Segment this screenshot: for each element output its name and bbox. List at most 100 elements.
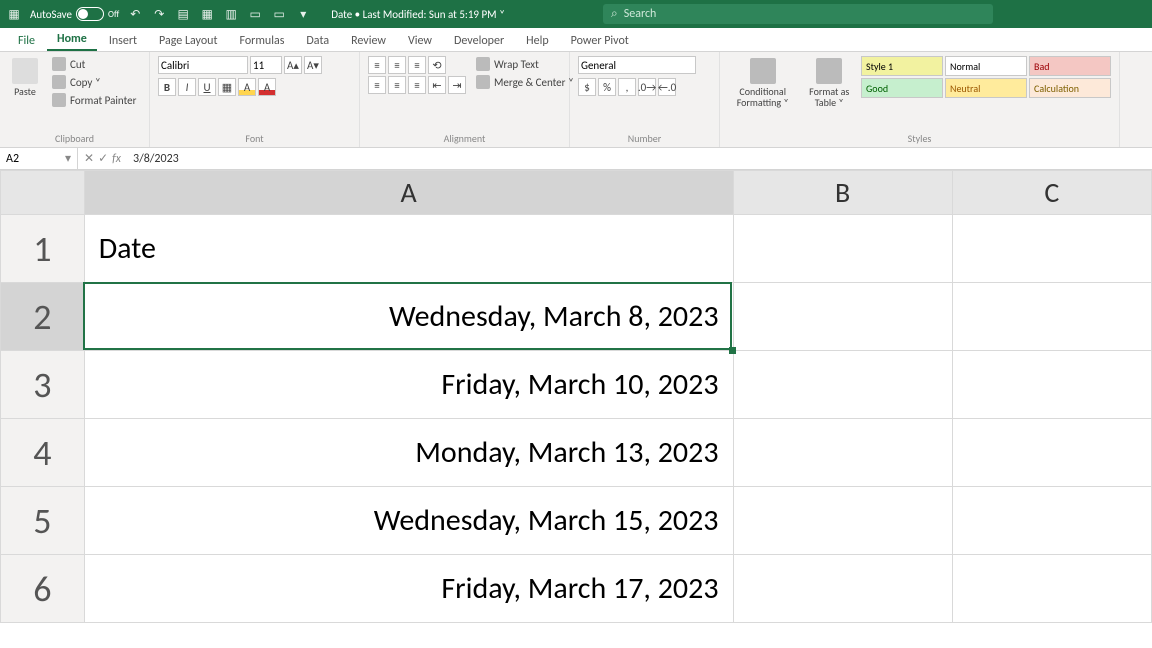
merge-center-button[interactable]: Merge & Center ˅ bbox=[472, 74, 578, 90]
tab-insert[interactable]: Insert bbox=[99, 30, 147, 51]
cell-A6[interactable]: Friday, March 17, 2023 bbox=[84, 555, 733, 623]
select-all-corner[interactable] bbox=[1, 171, 85, 215]
style-cell[interactable]: Good bbox=[861, 78, 943, 98]
column-header-C[interactable]: C bbox=[952, 171, 1151, 215]
align-left-button[interactable]: ≡ bbox=[368, 76, 386, 94]
cell-B3[interactable] bbox=[733, 351, 952, 419]
toggle-off-icon[interactable] bbox=[76, 7, 104, 21]
inc-decimal-button[interactable]: .0→ bbox=[638, 78, 656, 96]
group-label-clipboard: Clipboard bbox=[8, 132, 141, 147]
row-header-6[interactable]: 6 bbox=[1, 555, 85, 623]
cell-B6[interactable] bbox=[733, 555, 952, 623]
tab-view[interactable]: View bbox=[398, 30, 442, 51]
italic-button[interactable]: I bbox=[178, 78, 196, 96]
border-button[interactable]: ▦ bbox=[218, 78, 236, 96]
qat-icon-1[interactable]: ▤ bbox=[175, 6, 191, 22]
qat-icon-2[interactable]: ▦ bbox=[199, 6, 215, 22]
style-cell[interactable]: Bad bbox=[1029, 56, 1111, 76]
format-as-table-button[interactable]: Format as Table ˅ bbox=[803, 56, 855, 110]
qat-icon-4[interactable]: ▭ bbox=[247, 6, 263, 22]
underline-button[interactable]: U bbox=[198, 78, 216, 96]
cell-B5[interactable] bbox=[733, 487, 952, 555]
align-top-button[interactable]: ≡ bbox=[368, 56, 386, 74]
font-name-input[interactable] bbox=[158, 56, 248, 74]
cell-C1[interactable] bbox=[952, 215, 1151, 283]
qat-icon-3[interactable]: ▥ bbox=[223, 6, 239, 22]
cell-C3[interactable] bbox=[952, 351, 1151, 419]
align-center-button[interactable]: ≡ bbox=[388, 76, 406, 94]
tab-formulas[interactable]: Formulas bbox=[229, 30, 294, 51]
chevron-down-icon[interactable]: ▾ bbox=[65, 151, 71, 166]
tab-file[interactable]: File bbox=[8, 30, 45, 51]
percent-button[interactable]: % bbox=[598, 78, 616, 96]
tab-review[interactable]: Review bbox=[341, 30, 396, 51]
row-header-1[interactable]: 1 bbox=[1, 215, 85, 283]
qat-icon-5[interactable]: ▭ bbox=[271, 6, 287, 22]
redo-icon[interactable]: ↷ bbox=[151, 6, 167, 22]
row-header-2[interactable]: 2 bbox=[1, 283, 85, 351]
cell-styles-gallery[interactable]: Style 1NormalBad GoodNeutralCalculation bbox=[861, 56, 1111, 98]
dec-decimal-button[interactable]: ←.0 bbox=[658, 78, 676, 96]
font-color-button[interactable]: A bbox=[258, 78, 276, 96]
conditional-formatting-button[interactable]: Conditional Formatting ˅ bbox=[728, 56, 797, 110]
wrap-text-button[interactable]: Wrap Text bbox=[472, 56, 578, 72]
cell-B1[interactable] bbox=[733, 215, 952, 283]
bold-button[interactable]: B bbox=[158, 78, 176, 96]
search-box[interactable]: ⌕ Search bbox=[603, 4, 993, 24]
row-header-5[interactable]: 5 bbox=[1, 487, 85, 555]
name-box[interactable]: A2▾ bbox=[0, 148, 78, 169]
indent-dec-button[interactable]: ⇤ bbox=[428, 76, 446, 94]
format-painter-icon bbox=[52, 93, 66, 107]
cell-B4[interactable] bbox=[733, 419, 952, 487]
column-header-B[interactable]: B bbox=[733, 171, 952, 215]
cell-A5[interactable]: Wednesday, March 15, 2023 bbox=[84, 487, 733, 555]
document-title[interactable]: Date • Last Modified: Sun at 5:19 PM ˅ bbox=[331, 8, 505, 21]
cell-A1[interactable]: Date bbox=[84, 215, 733, 283]
fill-color-button[interactable]: A bbox=[238, 78, 256, 96]
comma-button[interactable]: , bbox=[618, 78, 636, 96]
increase-font-button[interactable]: A▴ bbox=[284, 56, 302, 74]
undo-icon[interactable]: ↶ bbox=[127, 6, 143, 22]
worksheet[interactable]: ABC1Date2Wednesday, March 8, 20233Friday… bbox=[0, 170, 1152, 623]
tab-power-pivot[interactable]: Power Pivot bbox=[561, 30, 639, 51]
enter-formula-icon[interactable]: ✓ bbox=[98, 151, 108, 166]
tab-developer[interactable]: Developer bbox=[444, 30, 514, 51]
decrease-font-button[interactable]: A▾ bbox=[304, 56, 322, 74]
tab-page-layout[interactable]: Page Layout bbox=[149, 30, 227, 51]
cell-A4[interactable]: Monday, March 13, 2023 bbox=[84, 419, 733, 487]
formula-input[interactable]: 3/8/2023 bbox=[127, 152, 185, 166]
currency-button[interactable]: $ bbox=[578, 78, 596, 96]
paste-button[interactable]: Paste bbox=[8, 56, 42, 99]
row-header-3[interactable]: 3 bbox=[1, 351, 85, 419]
row-header-4[interactable]: 4 bbox=[1, 419, 85, 487]
cell-B2[interactable] bbox=[733, 283, 952, 351]
align-bottom-button[interactable]: ≡ bbox=[408, 56, 426, 74]
align-middle-button[interactable]: ≡ bbox=[388, 56, 406, 74]
font-size-input[interactable] bbox=[250, 56, 282, 74]
style-cell[interactable]: Style 1 bbox=[861, 56, 943, 76]
cut-button[interactable]: Cut bbox=[48, 56, 140, 72]
cell-C6[interactable] bbox=[952, 555, 1151, 623]
cell-C2[interactable] bbox=[952, 283, 1151, 351]
cell-A2[interactable]: Wednesday, March 8, 2023 bbox=[84, 283, 733, 351]
tab-home[interactable]: Home bbox=[47, 28, 97, 51]
cell-A3[interactable]: Friday, March 10, 2023 bbox=[84, 351, 733, 419]
qat-dropdown-icon[interactable]: ▾ bbox=[295, 6, 311, 22]
tab-help[interactable]: Help bbox=[516, 30, 559, 51]
number-format-input[interactable] bbox=[578, 56, 696, 74]
column-header-A[interactable]: A bbox=[84, 171, 733, 215]
align-right-button[interactable]: ≡ bbox=[408, 76, 426, 94]
format-painter-button[interactable]: Format Painter bbox=[48, 92, 140, 108]
cell-C5[interactable] bbox=[952, 487, 1151, 555]
tab-data[interactable]: Data bbox=[296, 30, 339, 51]
style-cell[interactable]: Normal bbox=[945, 56, 1027, 76]
style-cell[interactable]: Calculation bbox=[1029, 78, 1111, 98]
style-cell[interactable]: Neutral bbox=[945, 78, 1027, 98]
fx-icon[interactable]: fx bbox=[112, 152, 121, 166]
orientation-button[interactable]: ⟲ bbox=[428, 56, 446, 74]
autosave-toggle[interactable]: AutoSave Off bbox=[30, 7, 119, 21]
cell-C4[interactable] bbox=[952, 419, 1151, 487]
copy-button[interactable]: Copy ˅ bbox=[48, 74, 140, 90]
indent-inc-button[interactable]: ⇥ bbox=[448, 76, 466, 94]
cancel-formula-icon[interactable]: ✕ bbox=[84, 151, 94, 166]
